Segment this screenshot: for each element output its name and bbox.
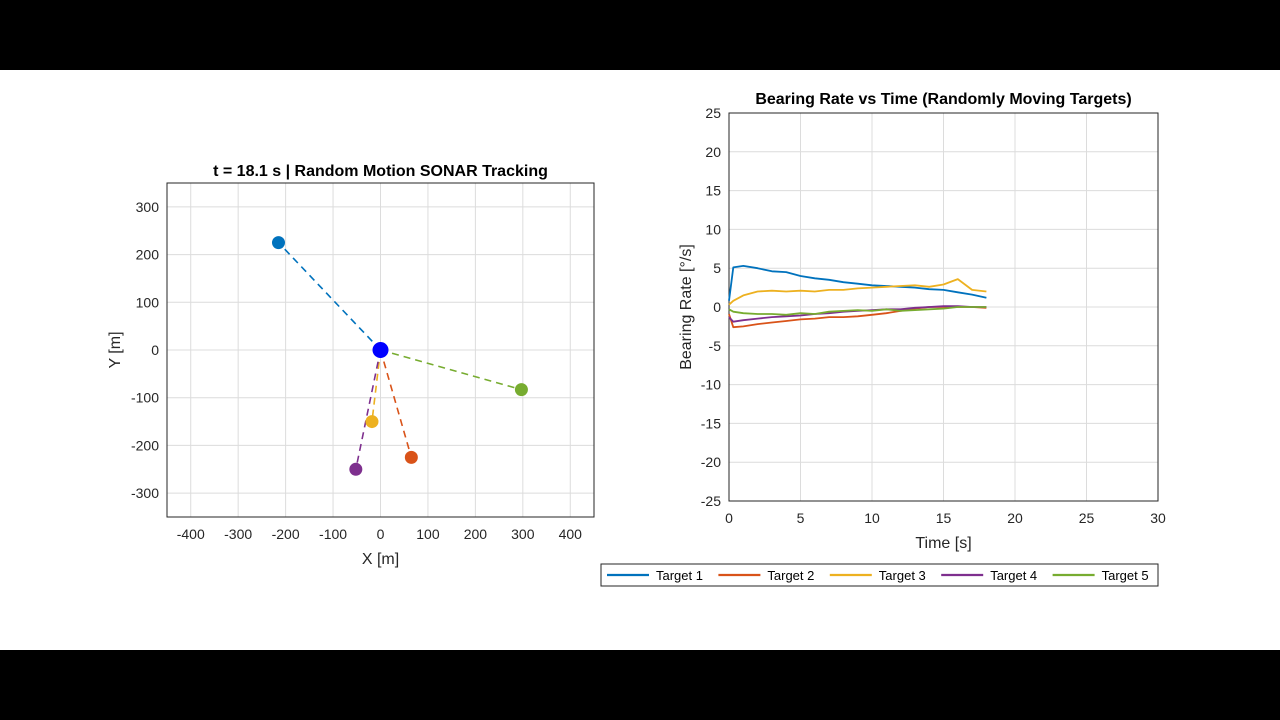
y-tick-label: -100 (131, 390, 159, 406)
y-tick-label: 20 (705, 144, 721, 160)
legend-label-target-3: Target 3 (879, 568, 926, 583)
x-tick-label: 5 (797, 510, 805, 526)
x-tick-label: -400 (177, 526, 205, 542)
y-axis-label-left: Y [m] (107, 331, 124, 368)
x-tick-label: -100 (319, 526, 347, 542)
y-tick-label: 100 (136, 294, 160, 310)
x-tick-label: 20 (1007, 510, 1023, 526)
target-marker-2 (404, 450, 418, 464)
x-tick-label: 15 (936, 510, 952, 526)
legend-label-target-1: Target 1 (656, 568, 703, 583)
x-axis-label-right: Time [s] (915, 535, 971, 552)
x-tick-label: 30 (1150, 510, 1166, 526)
x-tick-label: 100 (416, 526, 440, 542)
x-tick-label: 25 (1079, 510, 1095, 526)
figure-svg: -400 -300 -200 -100 0 100 200 300 400-300-200-10… (107, 91, 1166, 587)
y-tick-label: 0 (713, 299, 721, 315)
sonar-marker (372, 342, 389, 358)
x-tick-label: 0 (377, 526, 385, 542)
target-marker-3 (365, 415, 379, 429)
y-tick-label: -20 (701, 454, 721, 470)
bearing-line-target-4 (355, 349, 382, 470)
target-marker-5 (514, 383, 528, 397)
series-line-target-5 (728, 306, 987, 316)
x-axis-label-left: X [m] (362, 551, 399, 568)
target-marker-4 (349, 462, 363, 476)
chart-title-left: t = 18.1 s | Random Motion SONAR Trackin… (213, 163, 548, 180)
y-tick-label: 300 (136, 199, 160, 215)
figure-canvas: -400 -300 -200 -100 0 100 200 300 400 -300 -200 -10… (0, 70, 1280, 650)
axes-box-left (166, 182, 595, 518)
legend-label-target-5: Target 5 (1102, 568, 1149, 583)
x-tick-label: 400 (559, 526, 583, 542)
x-tick-label: 10 (864, 510, 880, 526)
x-tick-label: 300 (511, 526, 535, 542)
y-tick-label: 25 (705, 105, 721, 121)
x-tick-label: 0 (725, 510, 733, 526)
y-tick-label: -15 (701, 415, 721, 431)
y-tick-label: -300 (131, 485, 159, 501)
bearing-line-target-3 (371, 349, 382, 422)
x-tick-label: -300 (224, 526, 252, 542)
y-tick-label: -25 (701, 493, 721, 509)
target-marker-1 (271, 236, 285, 250)
y-axis-label-right: Bearing Rate [°/s] (678, 244, 695, 370)
y-tick-label: -5 (709, 338, 722, 354)
y-tick-label: -10 (701, 377, 721, 393)
chart-title-right: Bearing Rate vs Time (Randomly Moving Ta… (755, 91, 1131, 108)
axes-box-right (728, 112, 1159, 502)
bearing-line-target-2 (379, 349, 413, 458)
y-tick-label: 0 (151, 342, 159, 358)
legend-box (600, 563, 1159, 587)
series-line-target-3 (728, 278, 987, 306)
y-tick-label: -200 (131, 437, 159, 453)
x-tick-label: -200 (272, 526, 300, 542)
series-line-target-1 (728, 264, 987, 301)
y-tick-label: 5 (713, 260, 721, 276)
legend-label-target-4: Target 4 (990, 568, 1037, 583)
bearing-line-target-5 (380, 349, 522, 391)
bearing-line-target-1 (277, 242, 382, 351)
y-tick-label: 10 (705, 221, 721, 237)
y-tick-label: 200 (136, 247, 160, 263)
legend-label-target-2: Target 2 (767, 568, 814, 583)
y-tick-label: 15 (705, 183, 721, 199)
x-tick-label: 200 (464, 526, 488, 542)
